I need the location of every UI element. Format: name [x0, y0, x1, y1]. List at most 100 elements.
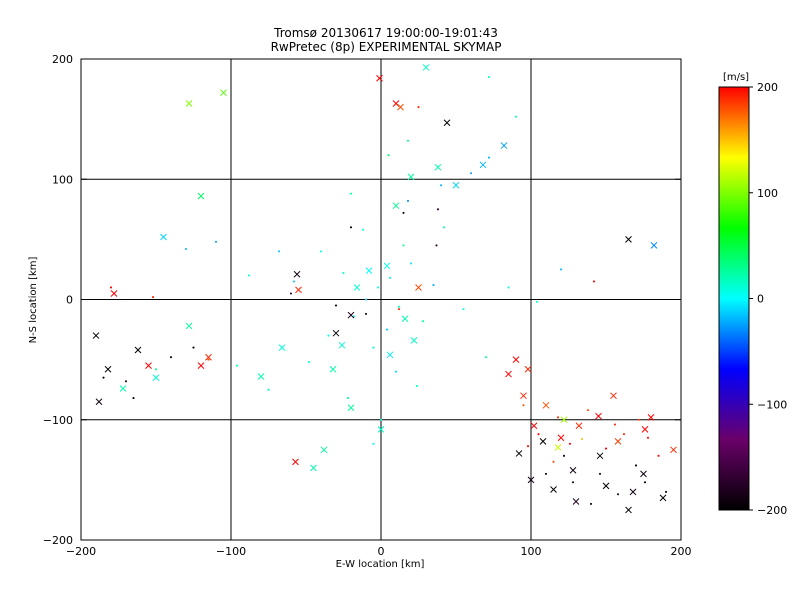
scatter-dot-point: [292, 280, 296, 283]
scatter-cross-point: [257, 373, 265, 380]
scatter-cross-stroke: [401, 315, 409, 323]
x-tick-label: 200: [671, 545, 692, 558]
scatter-cross-point: [293, 270, 301, 278]
scatter-cross-point: [647, 413, 655, 421]
scatter-dot-point: [346, 397, 350, 400]
scatter-dot-point: [102, 376, 105, 379]
scatter-cross-stroke: [386, 351, 394, 359]
scatter-cross-stroke: [512, 356, 520, 363]
scatter-dot-point: [352, 315, 356, 318]
scatter-dot-point: [552, 460, 555, 463]
scatter-dot-point: [154, 368, 158, 371]
scatter-dot-point: [267, 388, 270, 391]
scatter-cross-point: [377, 426, 385, 433]
y-tick-label: −100: [43, 414, 73, 427]
scatter-cross-stroke: [119, 385, 127, 392]
scatter-dot-point: [388, 276, 392, 279]
scatter-dot-point: [192, 346, 195, 349]
scatter-cross-stroke: [347, 404, 355, 412]
scatter-cross-point: [640, 470, 647, 478]
scatter-cross-point: [614, 438, 622, 445]
scatter-dot-point: [664, 490, 668, 493]
scatter-dot-point: [334, 304, 338, 307]
scatter-dot-point: [526, 445, 530, 448]
scatter-dot-point: [535, 300, 539, 303]
scatter-cross-point: [557, 434, 565, 442]
scatter-cross-stroke: [602, 482, 610, 490]
scatter-dot-point: [439, 184, 443, 187]
scatter-cross-stroke: [527, 476, 535, 484]
scatter-dot-point: [613, 423, 617, 426]
scatter-cross-stroke: [110, 290, 118, 297]
scatter-cross-point: [515, 450, 523, 457]
scatter-cross-point: [353, 284, 361, 291]
scatter-cross-stroke: [434, 163, 442, 171]
scatter-cross-stroke: [410, 337, 418, 344]
scatter-cross-stroke: [530, 422, 538, 430]
scatter-cross-point: [539, 438, 547, 445]
scatter-cross-stroke: [515, 450, 523, 457]
scatter-dot-point: [379, 418, 383, 421]
scatter-dot-point: [409, 262, 413, 265]
scatter-cross-point: [134, 346, 142, 354]
scatter-cross-point: [292, 458, 299, 466]
scatter-cross-stroke: [295, 286, 302, 294]
scatter-cross-point: [641, 426, 649, 433]
scatter-cross-point: [443, 119, 451, 127]
scatter-cross-stroke: [392, 202, 400, 210]
scatter-cross-point: [386, 351, 394, 359]
scatter-dot-point: [646, 436, 650, 439]
scatter-cross-point: [320, 446, 328, 454]
scatter-cross-stroke: [629, 488, 637, 496]
plot-layer: −200 −100 0 100 200 −200 −100 0 100 200: [43, 53, 692, 558]
scatter-cross-stroke: [278, 344, 286, 351]
colorbar-tick-label: −200: [757, 504, 787, 517]
scatter-dot-point: [277, 250, 281, 253]
scatter-dot-point: [568, 442, 572, 445]
scatter-cross-stroke: [220, 89, 227, 97]
scatter-cross-stroke: [575, 422, 583, 430]
scatter-cross-point: [527, 476, 535, 484]
scatter-cross-stroke: [560, 416, 568, 424]
scatter-dot-point: [361, 228, 365, 231]
scatter-cross-stroke: [670, 446, 677, 454]
scatter-dot-point: [349, 226, 353, 229]
scatter-dot-point: [319, 250, 323, 253]
scatter-cross-point: [596, 452, 604, 460]
scatter-cross-stroke: [92, 332, 100, 339]
scatter-dot-point: [484, 356, 488, 359]
scatter-cross-stroke: [365, 267, 373, 274]
scatter-cross-stroke: [659, 494, 667, 502]
scatter-cross-stroke: [610, 392, 617, 400]
scatter-cross-stroke: [595, 412, 602, 420]
scatter-dot-point: [537, 433, 540, 436]
scatter-cross-stroke: [640, 470, 647, 478]
scatter-cross-point: [92, 332, 100, 339]
scatter-cross-point: [104, 365, 112, 373]
scatter-cross-point: [452, 181, 460, 189]
scatter-cross-point: [295, 286, 302, 294]
scatter-dot-point: [634, 464, 638, 467]
scatter-dot-point: [124, 380, 128, 383]
scatter-cross-point: [505, 370, 512, 378]
colorbar-scale: [718, 86, 750, 511]
scatter-cross-point: [185, 100, 193, 107]
x-tick-label: −200: [66, 545, 96, 558]
scatter-cross-stroke: [625, 236, 632, 243]
scatter-cross-point: [595, 412, 602, 420]
scatter-cross-point: [145, 362, 152, 369]
scatter-cross-stroke: [145, 362, 152, 369]
scatter-cross-stroke: [625, 506, 632, 514]
scatter-cross-stroke: [641, 426, 649, 433]
scatter-cross-stroke: [293, 270, 301, 278]
scatter-dot-point: [109, 286, 113, 289]
scatter-dot-point: [307, 360, 311, 364]
scatter-cross-stroke: [542, 401, 550, 409]
scatter-dot-point: [406, 199, 410, 202]
scatter-cross-point: [310, 464, 317, 472]
scatter-cross-point: [610, 392, 617, 400]
scatter-dot-point: [235, 364, 239, 367]
scatter-dot-point: [616, 493, 620, 496]
